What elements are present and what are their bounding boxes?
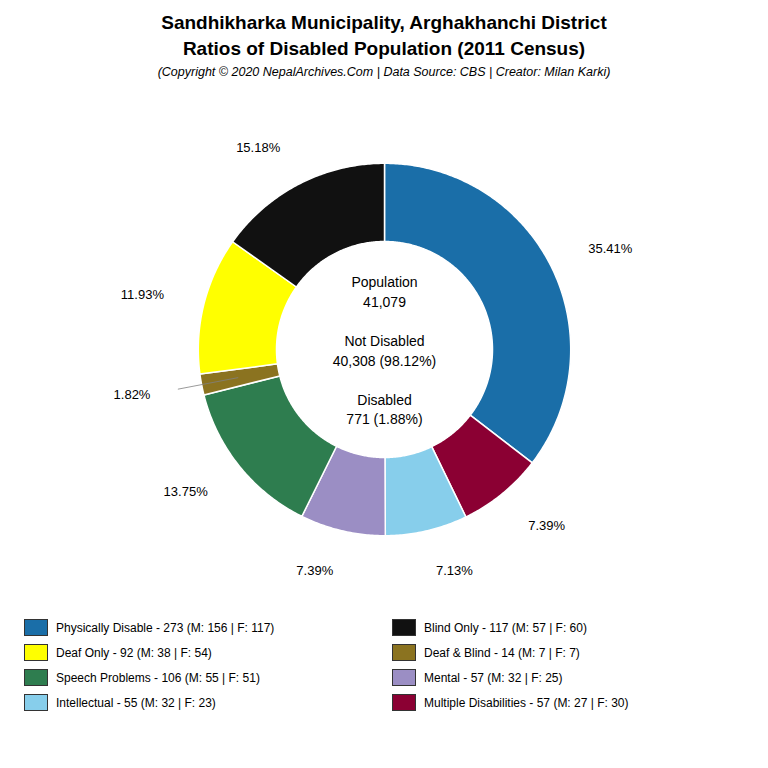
svg-text:7.39%: 7.39%	[528, 518, 565, 533]
html-text:Ratios of Disabled Population: Ratios of Disabled Population (2011 Cens…	[182, 37, 586, 59]
html-text:Sandhikharka Municipality, Arg: Sandhikharka Municipality, Arghakhanchi …	[161, 12, 607, 33]
html-text:Deaf Only - 92 (M: 38 | F: 54): Deaf Only - 92 (M: 38 | F: 54)	[56, 645, 212, 660]
svg-text:15.18%: 15.18%	[236, 140, 281, 155]
svg-text:35.41%: 35.41%	[588, 241, 633, 256]
svg-text:11.93%: 11.93%	[121, 287, 165, 302]
html-text:Multiple Disabilities - 57 (M:: Multiple Disabilities - 57 (M: 27 | F: 3…	[424, 695, 629, 710]
html-text:(Copyright © 2020 NepalArchive: (Copyright © 2020 NepalArchives.Com | Da…	[157, 65, 611, 80]
html-text:Deaf & Blind - 14 (M: 7 | F: 7: Deaf & Blind - 14 (M: 7 | F: 7)	[424, 645, 580, 660]
svg-text:1.82%: 1.82%	[114, 387, 151, 402]
html-text:Physically Disable - 273 (M: 1: Physically Disable - 273 (M: 156 | F: 11…	[56, 620, 275, 635]
svg-text:7.13%: 7.13%	[436, 563, 473, 578]
svg-text:7.39%: 7.39%	[296, 563, 333, 578]
html-text:Mental - 57 (M: 32 | F: 25): Mental - 57 (M: 32 | F: 25)	[424, 670, 563, 685]
html-text:Speech Problems - 106 (M: 55 |: Speech Problems - 106 (M: 55 | F: 51)	[56, 670, 260, 685]
svg-text:13.75%: 13.75%	[164, 485, 209, 500]
html-text:Intellectual - 55 (M: 32 | F:: Intellectual - 55 (M: 32 | F: 23)	[56, 695, 216, 710]
svg-text:Population41,079Not Disabled40: Population41,079Not Disabled40,308 (98.1…	[333, 274, 437, 427]
html-text:Blind Only - 117 (M: 57 | F: 6: Blind Only - 117 (M: 57 | F: 60)	[424, 620, 587, 635]
